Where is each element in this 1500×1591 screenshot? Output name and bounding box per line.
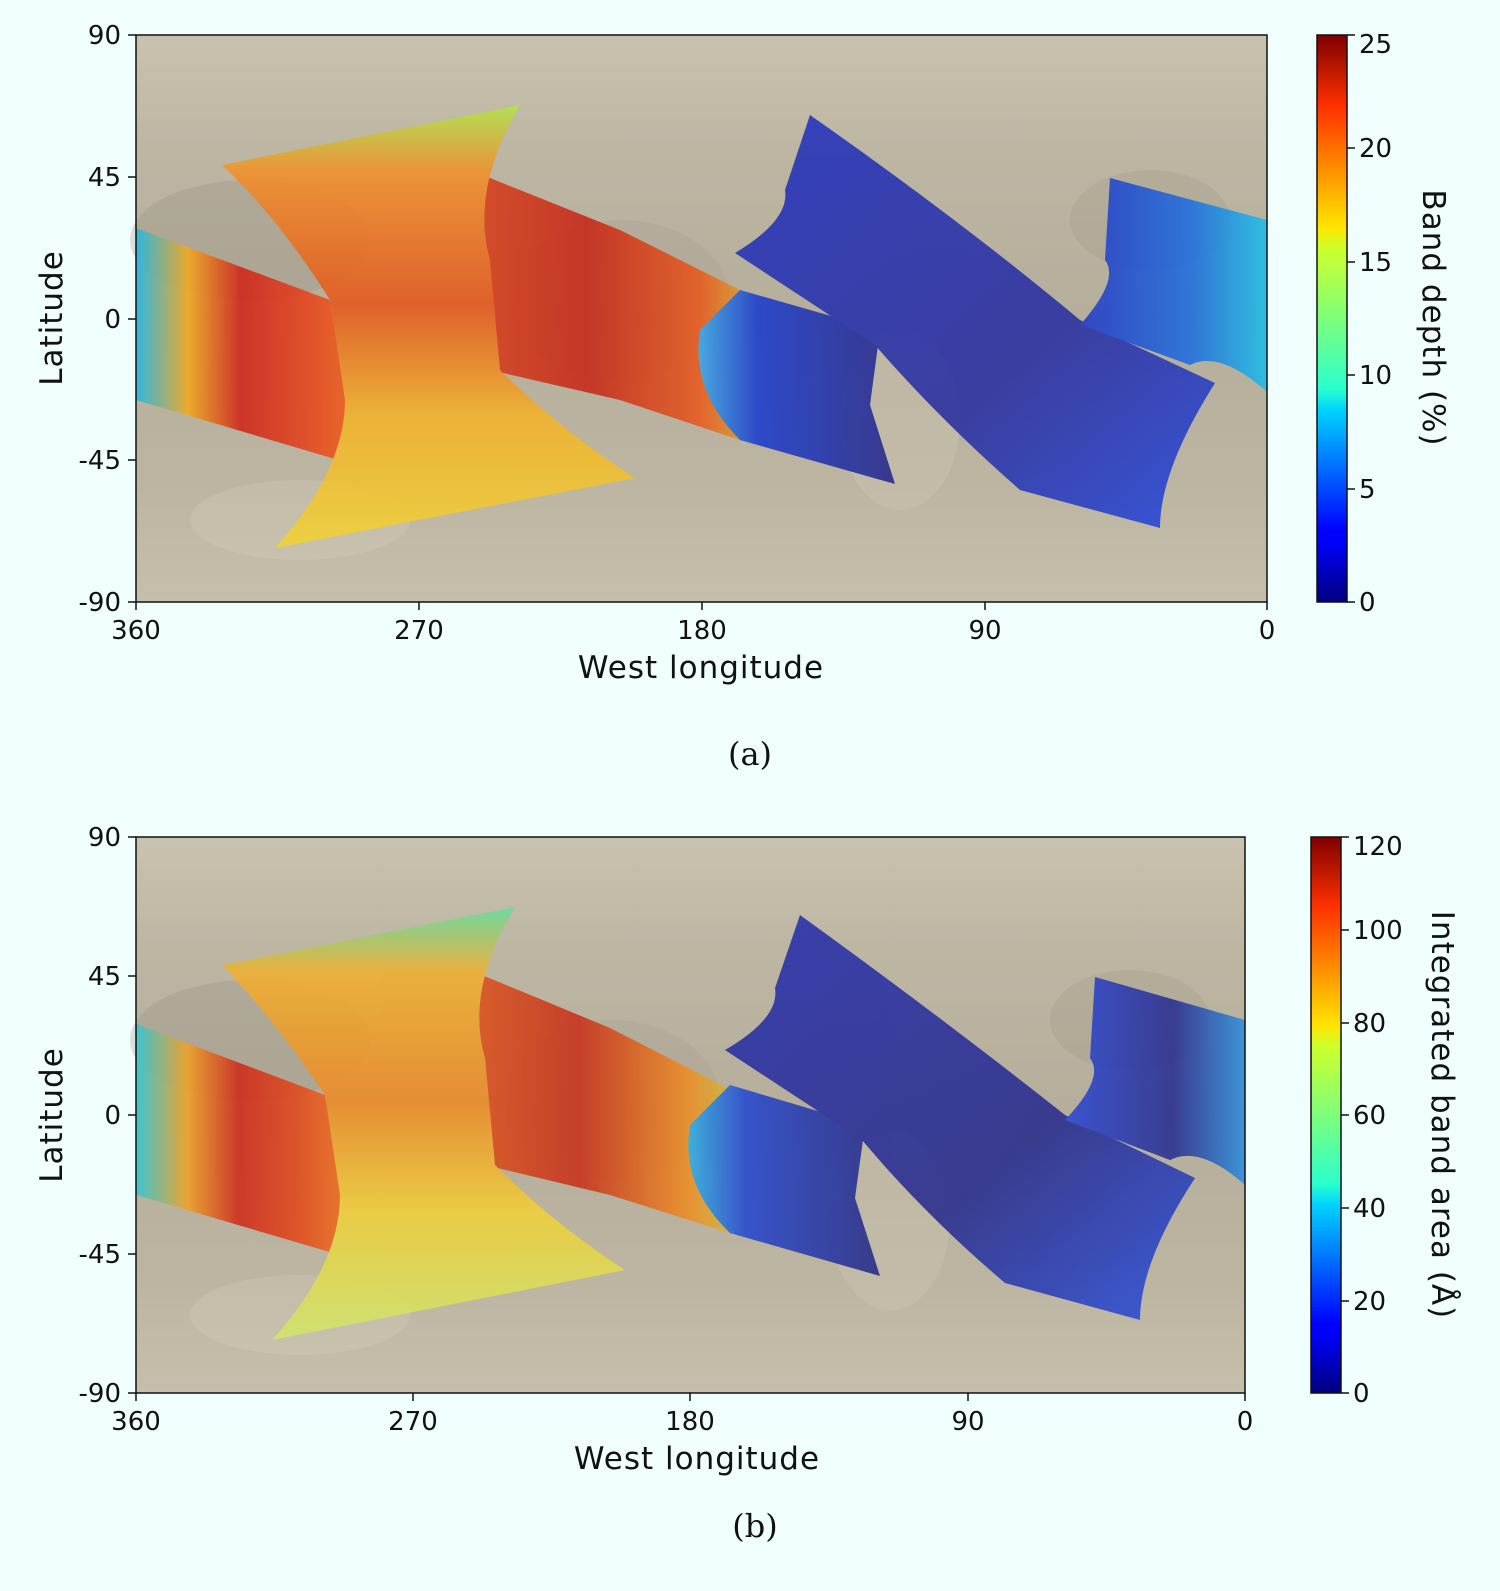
chart-a-svg: 90 45 0 -45 -90 Latitude 360 270 180 90 … (34, 21, 1451, 773)
y-tick-label: -45 (79, 446, 121, 476)
swath-5 (725, 915, 1195, 1320)
x-tick-label: 90 (951, 1407, 984, 1437)
colorbar-tick-label: 60 (1353, 1101, 1386, 1131)
y-tick-label: 90 (88, 21, 121, 51)
swath-6 (1065, 977, 1245, 1185)
swath-6 (1080, 178, 1267, 392)
x-tick-label: 0 (1237, 1407, 1254, 1437)
colorbar-tick-label: 15 (1359, 248, 1392, 278)
x-axis: 360 270 180 90 0 (111, 1393, 1253, 1437)
colorbar-ticks: 0 5 10 15 20 25 (1347, 30, 1392, 618)
y-axis: 90 45 0 -45 -90 (79, 21, 136, 618)
chart-b-svg: 90 45 0 -45 -90 Latitude 360 270 180 90 … (34, 823, 1460, 1545)
colorbar-tick-label: 0 (1353, 1379, 1370, 1409)
colorbar-title: Band depth (%) (1415, 189, 1451, 446)
y-tick-label: 45 (88, 962, 121, 992)
y-tick-label: 90 (88, 823, 121, 853)
colorbar-tick-label: 40 (1353, 1194, 1386, 1224)
x-tick-label: 270 (388, 1407, 438, 1437)
colorbar-tick-label: 0 (1359, 588, 1376, 618)
panel-caption: (a) (728, 735, 772, 773)
colorbar-tick-label: 5 (1359, 475, 1376, 505)
colorbar-tick-label: 25 (1359, 30, 1392, 60)
y-tick-label: 0 (104, 1101, 121, 1131)
panel-caption: (b) (732, 1507, 777, 1545)
colorbar-tick-label: 100 (1353, 916, 1403, 946)
swath-layer (136, 105, 1267, 548)
y-tick-label: -90 (79, 1379, 121, 1409)
colorbar-tick-label: 20 (1359, 134, 1392, 164)
x-tick-label: 180 (665, 1407, 715, 1437)
y-tick-label: 45 (88, 163, 121, 193)
x-tick-label: 0 (1259, 616, 1276, 646)
y-tick-label: -90 (79, 588, 121, 618)
colorbar-title: Integrated band area (Å) (1424, 911, 1460, 1319)
colorbar-tick-label: 10 (1359, 361, 1392, 391)
x-tick-label: 360 (111, 616, 161, 646)
panel-b: 90 45 0 -45 -90 Latitude 360 270 180 90 … (0, 810, 1500, 1591)
x-axis-title: West longitude (578, 650, 824, 686)
x-axis-title: West longitude (574, 1441, 820, 1477)
colorbar-ticks: 0 20 40 60 80 100 120 (1341, 832, 1403, 1409)
x-tick-label: 360 (111, 1407, 161, 1437)
swath-3 (222, 105, 635, 548)
y-axis: 90 45 0 -45 -90 (79, 823, 136, 1409)
y-tick-label: -45 (79, 1240, 121, 1270)
swath-1 (136, 1024, 340, 1255)
swath-5 (735, 115, 1215, 528)
swath-4 (688, 1085, 880, 1276)
swath-3 (222, 907, 625, 1340)
colorbar-tick-label: 120 (1353, 832, 1403, 862)
swath-4 (698, 290, 895, 484)
y-axis-title: Latitude (34, 250, 70, 386)
x-tick-label: 90 (968, 616, 1001, 646)
colorbar-tick-label: 80 (1353, 1009, 1386, 1039)
colorbar-tick-label: 20 (1353, 1287, 1386, 1317)
y-axis-title: Latitude (34, 1047, 70, 1183)
x-axis: 360 270 180 90 0 (111, 602, 1275, 646)
colorbar (1316, 34, 1348, 603)
swath-1 (136, 228, 345, 462)
panel-a: 90 45 0 -45 -90 Latitude 360 270 180 90 … (0, 0, 1500, 790)
swath-layer (136, 907, 1245, 1340)
colorbar (1310, 836, 1342, 1394)
y-tick-label: 0 (104, 305, 121, 335)
x-tick-label: 270 (394, 616, 444, 646)
x-tick-label: 180 (677, 616, 727, 646)
